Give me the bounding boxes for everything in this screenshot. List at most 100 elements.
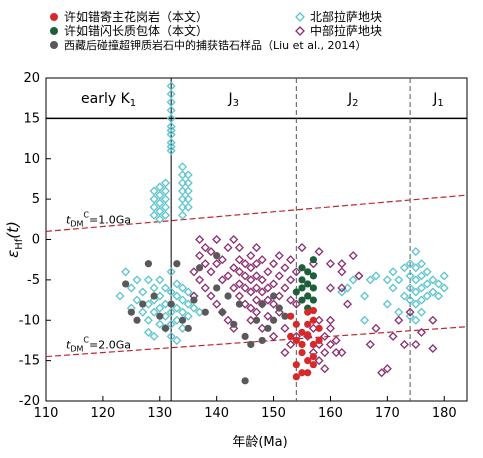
data-point: [280, 283, 290, 293]
data-point: [251, 271, 262, 281]
data-point: [405, 307, 415, 317]
data-point: [280, 348, 290, 358]
data-point: [138, 287, 148, 297]
period-label: J2: [347, 91, 359, 109]
data-point: [252, 316, 261, 324]
data-point: [258, 300, 266, 308]
data-point: [269, 259, 279, 269]
data-point: [143, 275, 153, 285]
data-point: [257, 255, 267, 265]
data-point: [160, 283, 170, 293]
data-point: [241, 377, 249, 385]
legend: 许如错寄主花岗岩（本文）许如错闪长质包体（本文）西藏后碰撞超钾质岩石中的捕获锆石…: [50, 9, 382, 52]
x-tick-label: 120: [90, 406, 115, 421]
data-point: [224, 292, 232, 300]
data-point: [213, 252, 221, 260]
data-point: [149, 331, 159, 341]
x-tick-label: 150: [261, 406, 286, 421]
data-point: [309, 284, 317, 292]
period-label: early K1: [81, 91, 136, 109]
data-point: [382, 275, 392, 285]
data-point: [155, 275, 165, 285]
data-point: [155, 214, 165, 224]
legend-label: 北部拉萨地块: [310, 9, 382, 24]
data-point: [428, 275, 438, 285]
data-point: [160, 210, 170, 220]
data-point: [348, 275, 358, 285]
data-point: [274, 307, 284, 317]
data-point: [280, 323, 290, 333]
data-point: [196, 264, 204, 272]
x-tick-label: 140: [204, 406, 229, 421]
data-point: [144, 260, 153, 268]
data-point: [286, 255, 296, 265]
data-point: [195, 234, 205, 245]
data-point: [122, 280, 130, 288]
data-point: [234, 267, 244, 277]
data-point: [178, 295, 188, 305]
data-point: [399, 291, 409, 301]
data-point: [434, 291, 444, 301]
data-point: [325, 315, 335, 325]
data-point: [184, 324, 192, 332]
data-point: [291, 267, 301, 277]
data-point: [280, 263, 290, 273]
legend-label: 许如错寄主花岗岩（本文）: [64, 9, 208, 24]
data-point: [246, 275, 256, 285]
data-point: [371, 271, 381, 281]
data-point: [133, 316, 141, 324]
data-point: [269, 292, 278, 300]
data-point: [172, 303, 182, 313]
data-point: [315, 336, 323, 345]
legend-label: 中部拉萨地块: [310, 23, 382, 38]
y-tick-label: -20: [19, 394, 40, 409]
data-point: [212, 259, 222, 269]
data-point: [297, 243, 307, 253]
data-point: [314, 356, 324, 366]
data-point: [360, 315, 370, 325]
data-point: [247, 340, 255, 349]
data-point: [315, 324, 323, 332]
plot-area: early K1 J3 J2 J1 tDMC=1.0Ga tDMC=2.0Ga 110 120…: [4, 71, 468, 421]
data-point: [325, 323, 335, 333]
data-point: [240, 283, 250, 293]
data-point: [439, 283, 449, 293]
data-point: [258, 336, 266, 345]
data-point: [292, 336, 300, 345]
data-point: [263, 311, 273, 321]
data-point: [371, 323, 381, 333]
data-point: [217, 275, 227, 285]
data-point: [201, 308, 209, 316]
data-point: [399, 339, 409, 349]
data-point: [298, 328, 306, 336]
data-point: [229, 263, 239, 273]
data-point: [298, 276, 306, 284]
data-point: [200, 283, 210, 293]
data-point: [241, 332, 249, 340]
data-point: [382, 364, 392, 374]
data-point: [274, 251, 284, 261]
data-point: [166, 146, 176, 156]
data-point: [394, 275, 404, 285]
legend-marker: [50, 27, 58, 35]
data-point: [287, 332, 295, 340]
data-point: [416, 283, 427, 293]
data-point: [206, 247, 216, 257]
data-point: [304, 331, 312, 339]
legend-marker: [50, 41, 58, 49]
data-point: [405, 259, 415, 269]
data-point: [251, 283, 262, 293]
data-point: [304, 369, 312, 377]
data-point: [309, 361, 317, 369]
data-point: [223, 315, 233, 325]
data-point: [212, 234, 222, 245]
data-point: [178, 307, 188, 317]
data-point: [269, 316, 278, 324]
data-point: [416, 295, 427, 305]
data-point: [325, 259, 335, 269]
data-point: [173, 260, 181, 268]
data-point: [365, 275, 375, 285]
y-tick-label: 10: [23, 152, 40, 167]
data-point: [337, 267, 347, 277]
data-point: [314, 247, 324, 257]
